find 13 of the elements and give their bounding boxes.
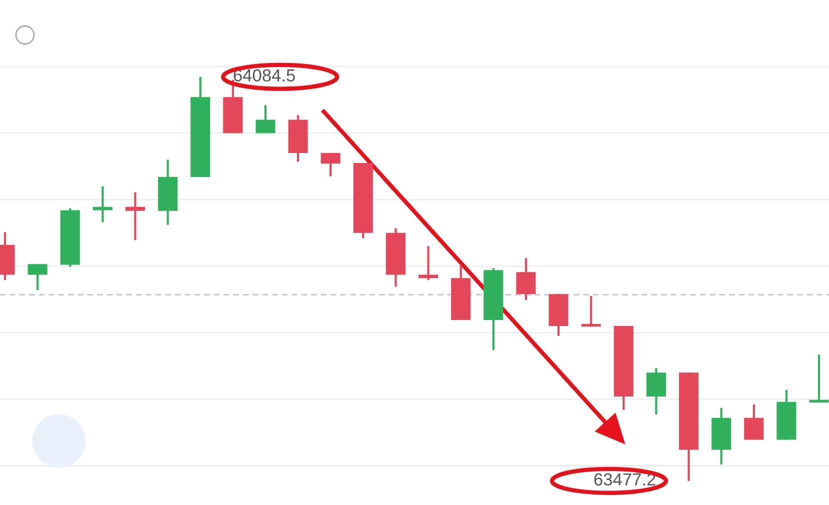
candlestick (418, 245, 438, 282)
candlestick (809, 354, 829, 404)
candlestick (744, 403, 764, 441)
candlestick (516, 257, 536, 302)
candlestick (646, 366, 666, 416)
annotation: 63477.2 (594, 473, 656, 486)
candlestick (256, 104, 276, 134)
candlestick (28, 263, 48, 292)
annotation: 64084.5 (234, 69, 295, 82)
candlestick (92, 185, 112, 224)
candlestick (125, 191, 146, 242)
candlestick (581, 295, 601, 328)
candlestick (320, 152, 340, 178)
